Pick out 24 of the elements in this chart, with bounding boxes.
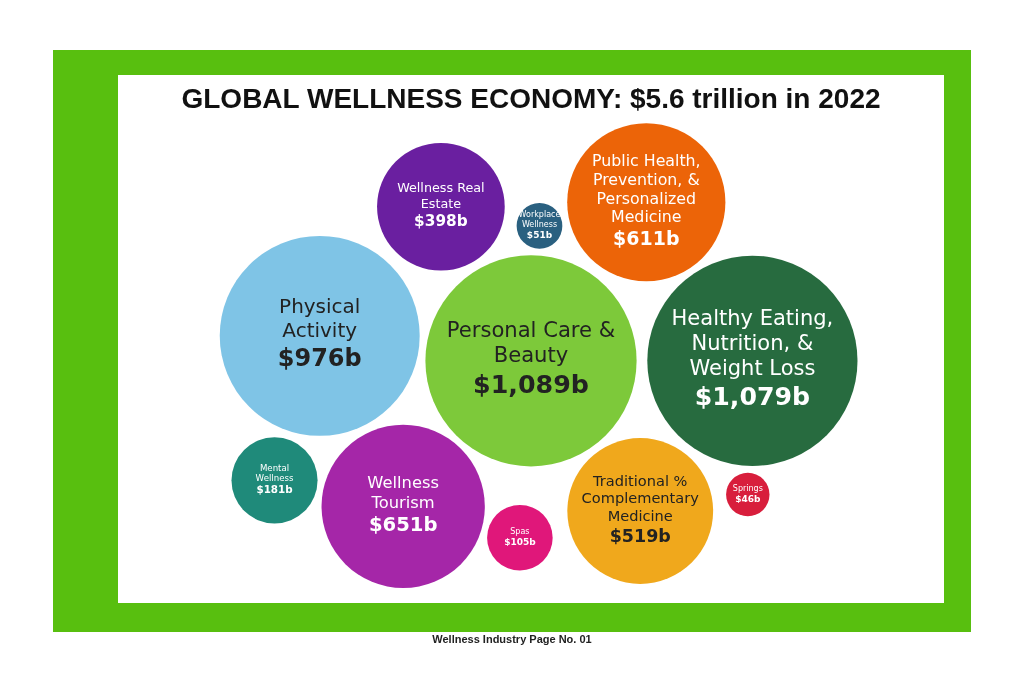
category-label: Mental Wellness xyxy=(255,462,294,484)
data-label: $651b xyxy=(368,513,438,537)
category-label: Springs xyxy=(732,483,763,493)
category-label: Wellness Tourism xyxy=(367,473,439,512)
data-label: $611b xyxy=(613,227,680,250)
category-label: Physical Activity xyxy=(279,294,361,343)
data-label: $105b xyxy=(504,537,537,548)
data-label: $181b xyxy=(256,483,293,496)
data-label: $46b xyxy=(735,494,761,505)
text: Wellness Industry Page No. 01 xyxy=(431,633,593,645)
category-label: Traditional % Complementary Medicine xyxy=(581,471,700,524)
data-label: $398b xyxy=(414,212,468,231)
category-label: Healthy Eating, Nutrition, & Weight Loss xyxy=(671,304,834,381)
data-label: $1,089b xyxy=(473,368,589,399)
category-label: Workplace Wellness xyxy=(518,210,561,229)
data-label: $976b xyxy=(277,344,362,373)
category-label: Spas xyxy=(510,526,530,536)
data-label: $519b xyxy=(609,525,671,546)
text: GLOBAL WELLNESS ECONOMY: $5.6 trillion in 2022 xyxy=(181,82,881,114)
data-label: $1,079b xyxy=(694,382,811,412)
category-label: Wellness Real Estate xyxy=(397,180,485,211)
category-label: Public Health, Prevention, & Personalized Medicine xyxy=(591,150,701,227)
category-label: Personal Care & Beauty xyxy=(446,317,616,368)
data-label: $51b xyxy=(526,230,553,241)
